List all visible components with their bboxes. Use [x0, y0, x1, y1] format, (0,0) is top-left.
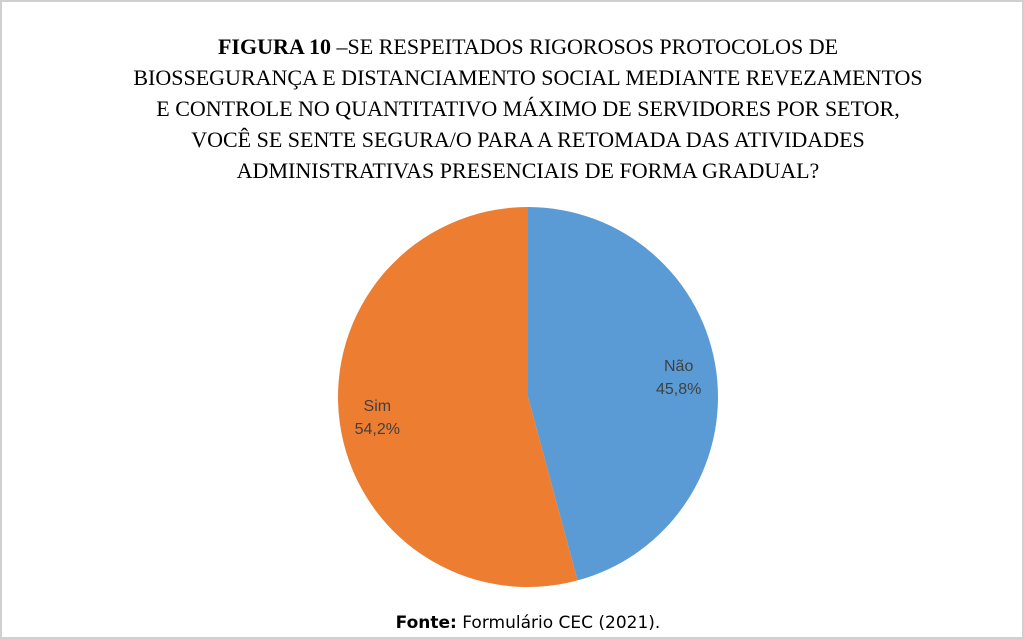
- title-line: E CONTROLE NO QUANTITATIVO MÁXIMO DE SER…: [156, 96, 899, 121]
- pie-slice: [528, 207, 719, 581]
- source-label: Fonte:: [396, 613, 457, 633]
- source-text: Formulário CEC (2021).: [462, 613, 660, 633]
- title-line: BIOSSEGURANÇA E DISTANCIAMENTO SOCIAL ME…: [133, 65, 922, 90]
- source: Fonte: Formulário CEC (2021).: [396, 613, 661, 633]
- slice-name: Não: [664, 358, 693, 375]
- title-line: ADMINISTRATIVAS PRESENCIAIS DE FORMA GRA…: [237, 158, 820, 183]
- figure-label: FIGURA 10: [218, 34, 331, 59]
- slice-value: 45,8%: [656, 381, 701, 398]
- title-text: E CONTROLE NO QUANTITATIVO MÁXIMO DE SER…: [156, 96, 899, 121]
- title-text: BIOSSEGURANÇA E DISTANCIAMENTO SOCIAL ME…: [133, 65, 922, 90]
- slice-name: Sim: [364, 398, 392, 415]
- slice-value: 54,2%: [355, 421, 400, 438]
- title: FIGURA 10 –SE RESPEITADOS RIGOROSOS PROT…: [133, 34, 922, 183]
- pie-slice: [337, 207, 578, 587]
- title-line: FIGURA 10 –SE RESPEITADOS RIGOROSOS PROT…: [218, 34, 838, 59]
- title-text: VOCÊ SE SENTE SEGURA/O PARA A RETOMADA D…: [191, 127, 865, 152]
- title-line: VOCÊ SE SENTE SEGURA/O PARA A RETOMADA D…: [191, 127, 865, 152]
- pie: Não 45,8% Sim 54,2%: [337, 207, 719, 587]
- title-text: ADMINISTRATIVAS PRESENCIAIS DE FORMA GRA…: [237, 158, 820, 183]
- title-text: –SE RESPEITADOS RIGOROSOS PROTOCOLOS DE: [336, 34, 838, 59]
